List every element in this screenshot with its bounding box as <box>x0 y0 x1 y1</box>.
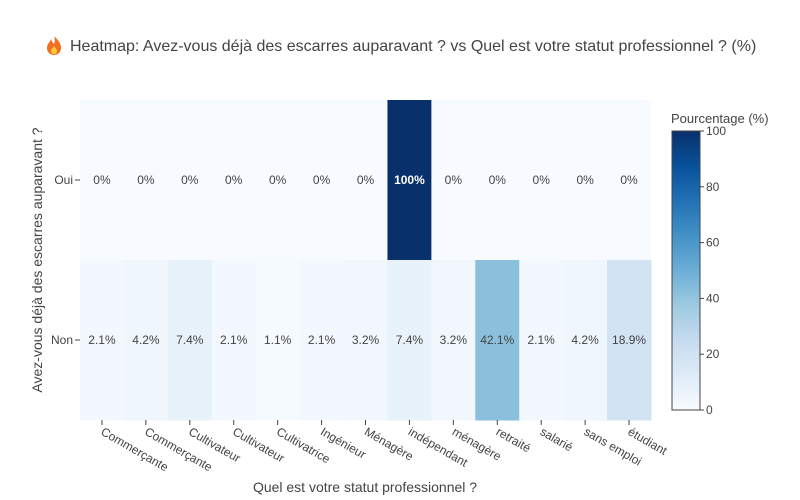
heatmap-cell <box>387 100 432 261</box>
y-axis-title: Avez-vous déjà des escarres auparavant ? <box>29 127 45 392</box>
cell-value-label: 0% <box>576 173 594 187</box>
heatmap-cell <box>80 100 125 261</box>
cell-value-label: 0% <box>137 173 155 187</box>
chart-title: Heatmap: Avez-vous déjà des escarres aup… <box>47 36 756 55</box>
heatmap-cell <box>299 260 345 421</box>
cell-value-label: 3.2% <box>352 333 380 347</box>
heatmap-cell <box>607 100 652 261</box>
heatmap-cell <box>475 100 520 261</box>
heatmap-cell <box>343 260 388 421</box>
y-tick-label: Oui <box>54 173 73 187</box>
y-tick-label: Non <box>51 333 73 347</box>
cell-value-label: 0% <box>620 173 638 187</box>
heatmap-cell <box>607 260 652 421</box>
cell-value-label: 3.2% <box>440 333 468 347</box>
heatmap-cell <box>431 260 476 421</box>
cell-labels: 0% 0% 0% 0% 0% 0% 0% 100% 0% 0% 0% 0% 0% 2.1% 4.2% 7.4%… <box>88 173 646 347</box>
x-tick-label: Ménagère <box>362 424 416 463</box>
cell-value-label: 0% <box>93 173 111 187</box>
heatmap-cell <box>343 100 388 261</box>
colorbar-tick-label: 20 <box>706 347 720 361</box>
cell-value-label: 0% <box>181 173 199 187</box>
cell-value-label: 100% <box>394 173 425 187</box>
cell-value-label: 4.2% <box>571 333 599 347</box>
fire-icon <box>47 36 61 55</box>
heatmap-cell <box>167 100 213 261</box>
x-tick-label: salarié <box>538 424 576 454</box>
y-axis-ticks: Oui Non <box>51 173 80 347</box>
heatmap-cell <box>255 260 301 421</box>
colorbar-tick-label: 80 <box>706 180 720 194</box>
cell-value-label: 0% <box>357 173 375 187</box>
cell-value-label: 2.1% <box>528 333 556 347</box>
cell-value-label: 2.1% <box>308 333 336 347</box>
heatmap-cell <box>563 260 608 421</box>
cell-value-label: 0% <box>225 173 243 187</box>
heatmap-cell <box>299 100 345 261</box>
cell-value-label: 0% <box>489 173 507 187</box>
x-axis-ticks: CommerçanteCommerçanteCultivateurCultiva… <box>98 420 670 474</box>
colorbar-title: Pourcentage (%) <box>671 111 769 126</box>
cell-value-label: 7.4% <box>396 333 424 347</box>
cell-value-label: 4.2% <box>132 333 160 347</box>
heatmap-cell <box>167 260 213 421</box>
heatmap-cell <box>123 100 169 261</box>
heatmap-cell <box>123 260 169 421</box>
cell-value-label: 2.1% <box>220 333 248 347</box>
heatmap-cells <box>80 100 652 421</box>
heatmap-cell <box>519 260 564 421</box>
colorbar-tick-label: 60 <box>706 236 720 250</box>
heatmap-cell <box>475 260 520 421</box>
heatmap-cell <box>431 100 476 261</box>
colorbar-gradient <box>671 130 701 411</box>
cell-value-label: 0% <box>313 173 331 187</box>
cell-value-label: 2.1% <box>88 333 116 347</box>
cell-value-label: 0% <box>269 173 287 187</box>
cell-value-label: 42.1% <box>480 333 514 347</box>
x-axis-title: Quel est votre statut professionnel ? <box>253 479 477 495</box>
colorbar-tick-label: 100 <box>706 124 726 138</box>
colorbar-tick-label: 0 <box>706 403 713 417</box>
heatmap-cell <box>211 100 257 261</box>
heatmap-cell <box>563 100 608 261</box>
heatmap-cell <box>387 260 432 421</box>
heatmap-cell <box>519 100 564 261</box>
cell-value-label: 18.9% <box>612 333 646 347</box>
colorbar-tick-label: 40 <box>706 291 720 305</box>
chart-title-text: Heatmap: Avez-vous déjà des escarres aup… <box>70 38 756 55</box>
heatmap-cell <box>80 260 125 421</box>
cell-value-label: 0% <box>533 173 551 187</box>
heatmap-cell <box>211 260 257 421</box>
cell-value-label: 0% <box>445 173 463 187</box>
heatmap-cell <box>255 100 301 261</box>
cell-value-label: 1.1% <box>264 333 292 347</box>
cell-value-label: 7.4% <box>176 333 204 347</box>
colorbar: Pourcentage (%) 0 20 40 60 80 100 <box>671 111 769 417</box>
